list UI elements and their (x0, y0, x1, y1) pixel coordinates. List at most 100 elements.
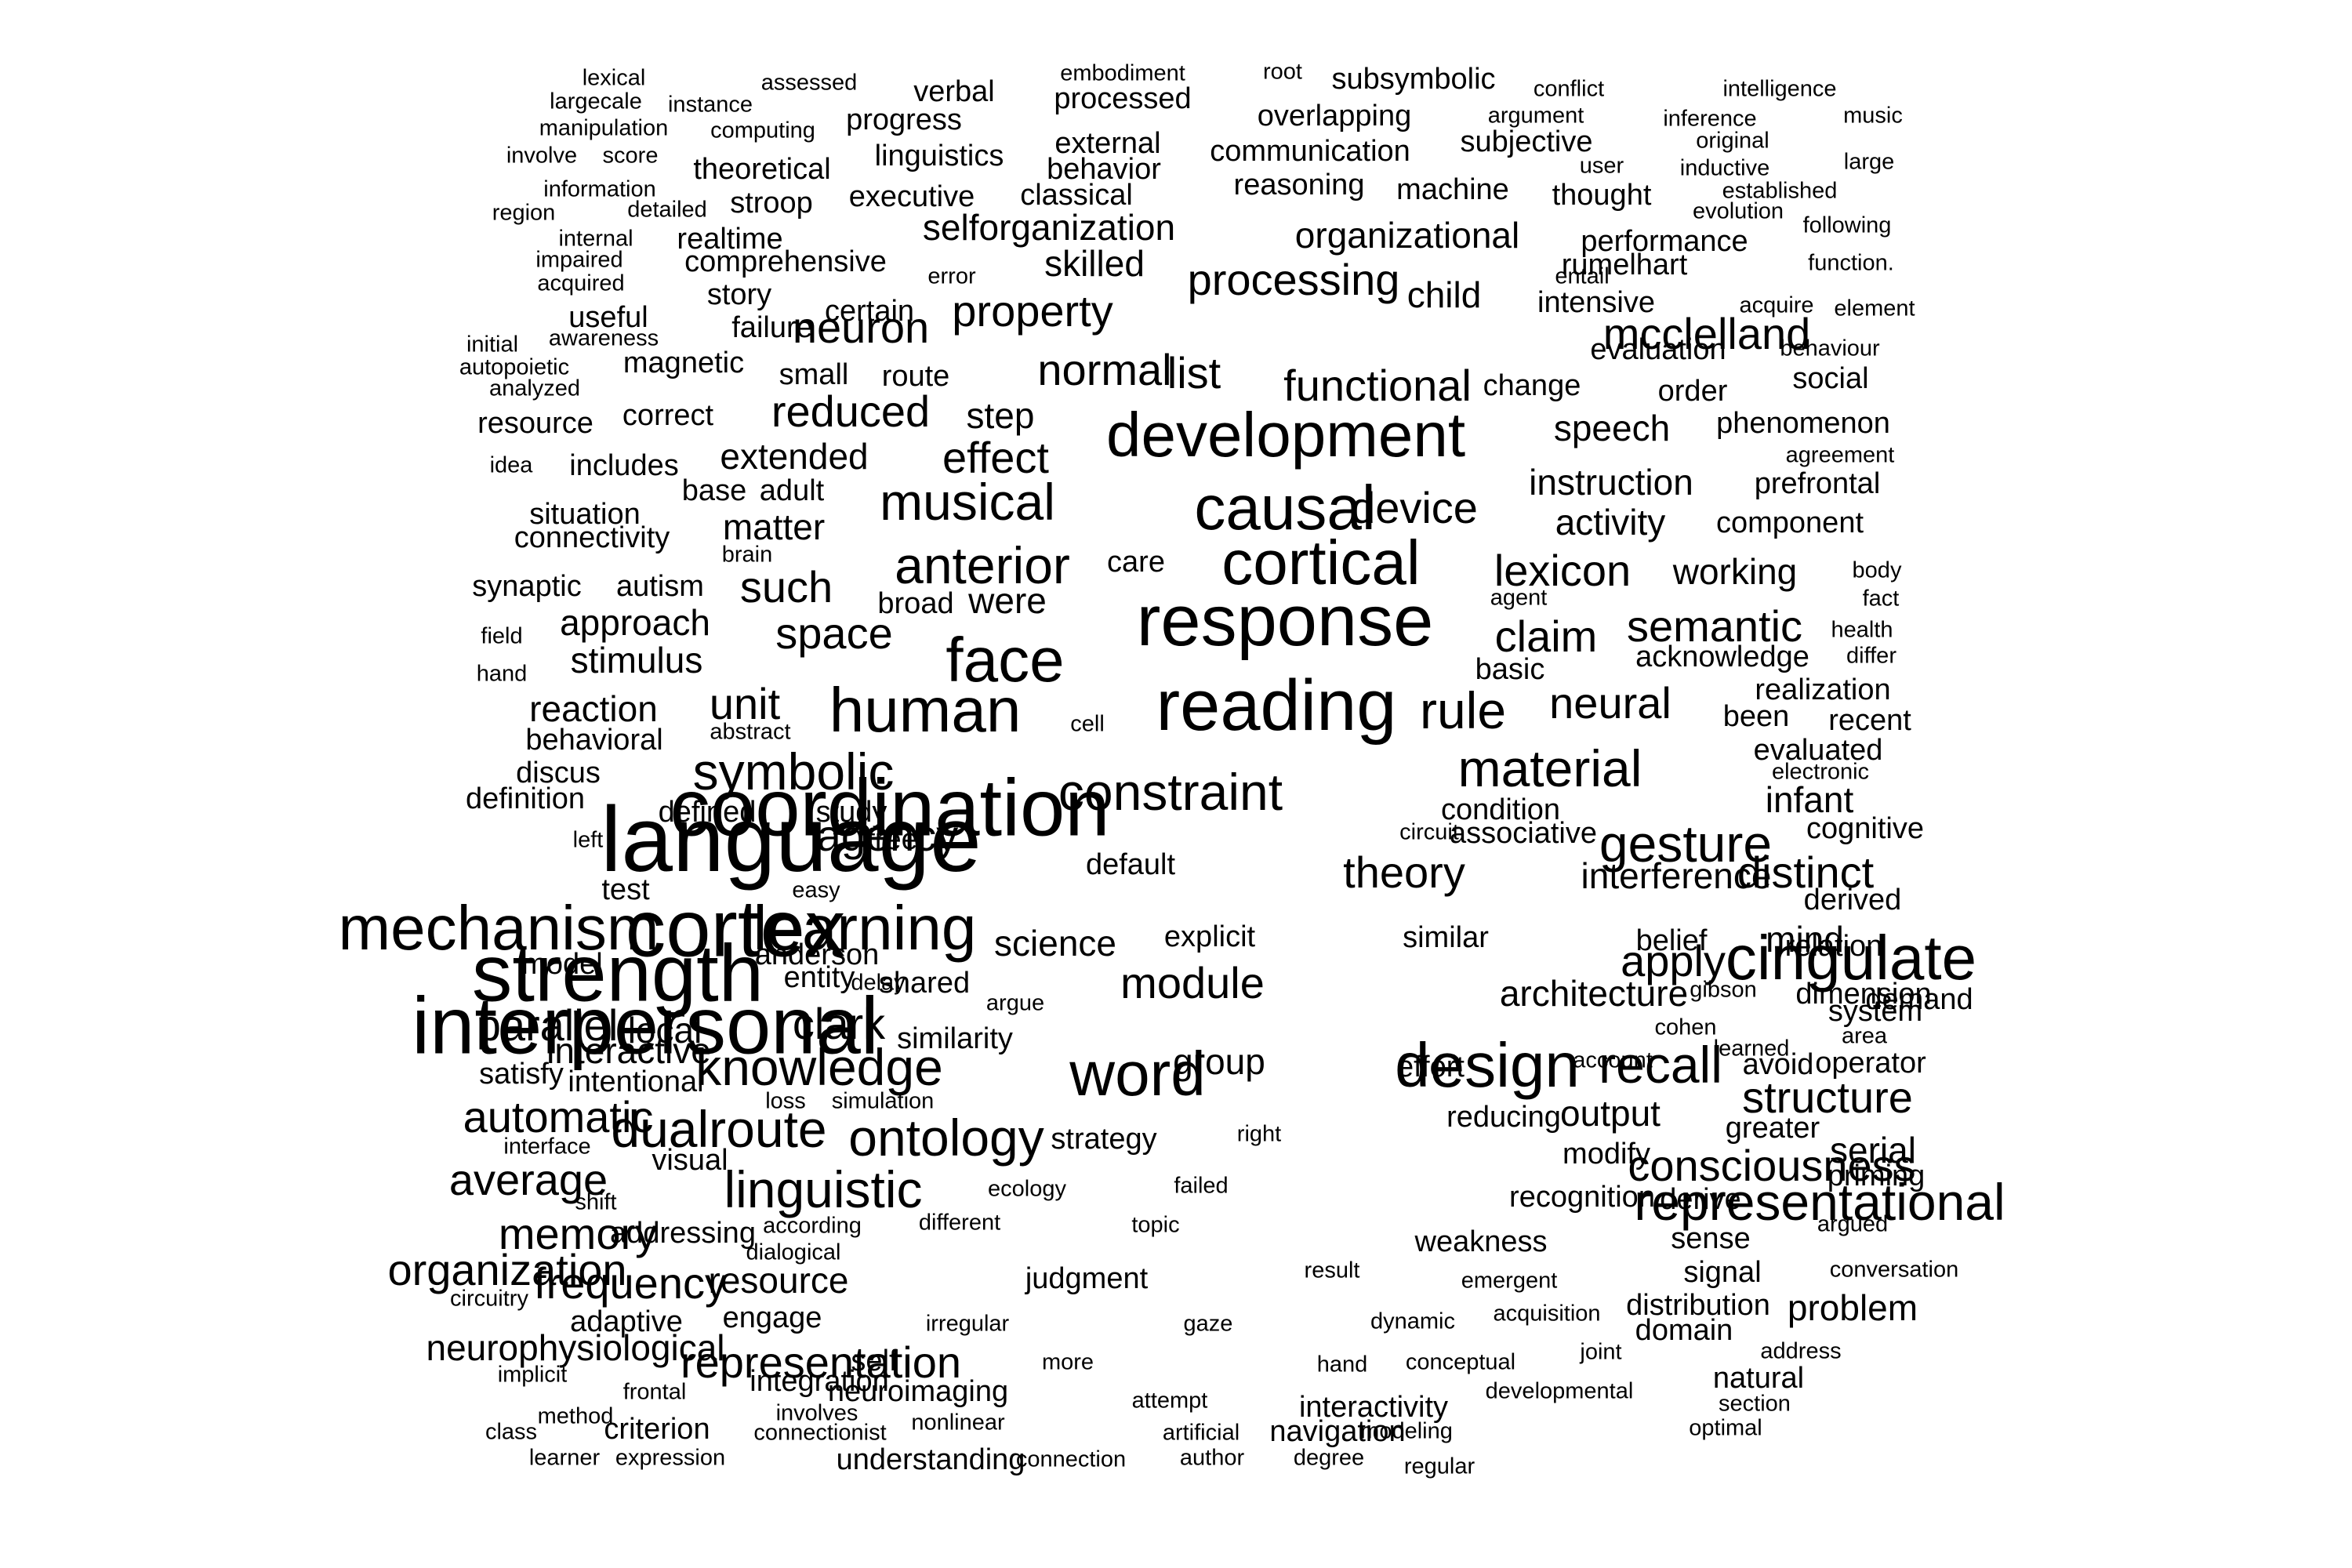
word-shared: shared (878, 967, 971, 1000)
word-section: section (1719, 1391, 1791, 1417)
word-resource: resource (477, 407, 593, 440)
word-condition: condition (1440, 793, 1561, 826)
word-serial: serial (1830, 1130, 1916, 1171)
word-large: large (1843, 149, 1895, 175)
word-health: health (1831, 617, 1893, 643)
word-regular: regular (1403, 1454, 1475, 1479)
word-adaptive: adaptive (570, 1305, 683, 1338)
word-recognition: recognition (1509, 1181, 1655, 1214)
word-intelligence: intelligence (1722, 76, 1837, 102)
word-inference: inference (1663, 106, 1757, 132)
word-social: social (1792, 362, 1869, 395)
word-error: error (927, 263, 976, 289)
word-implicit: implicit (497, 1362, 568, 1388)
word-method: method (537, 1403, 614, 1429)
word-device: device (1351, 483, 1478, 532)
word-dynamic: dynamic (1370, 1308, 1455, 1334)
word-linguistics: linguistics (874, 140, 1004, 172)
word-reducing: reducing (1446, 1101, 1561, 1134)
word-list: list (1167, 348, 1221, 397)
word-awareness: awareness (548, 325, 659, 351)
word-evaluated: evaluated (1753, 734, 1883, 767)
word-original: original (1696, 128, 1769, 154)
word-small: small (779, 358, 849, 391)
word-optimal: optimal (1689, 1415, 1762, 1441)
word-processing: processing (1187, 255, 1400, 304)
word-reasoning: reasoning (1233, 169, 1365, 201)
word-dimension: dimension (1795, 978, 1932, 1011)
word-gesture: gesture (1599, 815, 1773, 873)
word-root: root (1263, 59, 1302, 85)
word-neuron: neuron (792, 303, 930, 352)
word-behavior: behavior (1047, 153, 1161, 186)
word-criterion: criterion (604, 1413, 710, 1446)
word-realization: realization (1755, 673, 1891, 706)
word-output: output (1560, 1093, 1661, 1134)
word-gibson: gibson (1690, 977, 1757, 1003)
word-largecale: largecale (550, 89, 642, 114)
word-cohen: cohen (1654, 1014, 1717, 1040)
word-self: self (851, 1345, 898, 1377)
word-integration: integration (750, 1365, 889, 1398)
word-initial: initial (466, 332, 519, 358)
word-cortical: cortical (1221, 528, 1421, 597)
word-delay: delay (851, 970, 906, 996)
word-progress: progress (846, 103, 962, 136)
word-realtime: realtime (677, 223, 783, 256)
word-lexicon: lexicon (1494, 546, 1632, 595)
word-reduced: reduced (771, 387, 931, 436)
word-correct: correct (622, 399, 714, 432)
word-failure: failure (731, 311, 813, 344)
word-learner: learner (528, 1445, 601, 1471)
word-abstract: abstract (710, 719, 791, 745)
word-effect: effect (942, 433, 1049, 482)
word-computing: computing (710, 118, 815, 143)
word-sense: sense (1671, 1222, 1751, 1255)
word-failed: failed (1174, 1173, 1229, 1199)
word-reaction: reaction (529, 688, 658, 729)
word-stimulus: stimulus (570, 640, 703, 681)
word-ontology: ontology (848, 1109, 1044, 1167)
word-resource: resource (708, 1260, 849, 1301)
word-classical: classical (1020, 179, 1133, 212)
word-manipulation: manipulation (539, 115, 669, 141)
word-study: study (815, 796, 887, 829)
word-gaze: gaze (1183, 1311, 1233, 1337)
word-different: different (918, 1210, 1001, 1236)
word-body: body (1852, 557, 1902, 583)
word-matter: matter (722, 506, 826, 547)
word-electronic: electronic (1771, 759, 1870, 785)
word-agency: agency (816, 811, 959, 860)
word-selforganization: selforganization (922, 207, 1176, 248)
word-symbolic: symbolic (692, 742, 895, 800)
word-conceptual: conceptual (1405, 1349, 1516, 1375)
word-derived: derived (1803, 884, 1902, 916)
word-human: human (829, 675, 1022, 745)
word-theory: theory (1343, 848, 1465, 897)
word-science: science (994, 923, 1116, 964)
word-entity: entity (783, 961, 855, 994)
word-rumelhart: rumelhart (1561, 249, 1688, 281)
word-fact: fact (1862, 586, 1900, 612)
word-magnetic: magnetic (622, 347, 745, 379)
word-circuitry: circuitry (450, 1286, 528, 1312)
word-function: function. (1808, 250, 1894, 276)
word-order: order (1657, 375, 1728, 408)
word-processed: processed (1054, 82, 1192, 115)
word-interface: interface (503, 1134, 591, 1160)
word-cingulate: cingulate (1725, 923, 1977, 993)
word-modeling: modeling (1360, 1418, 1453, 1444)
word-prefrontal: prefrontal (1754, 467, 1881, 500)
word-architecture: architecture (1499, 973, 1689, 1014)
word-external: external (1054, 127, 1161, 160)
word-involve: involve (506, 143, 578, 169)
word-element: element (1834, 296, 1915, 321)
word-acknowledge: acknowledge (1635, 641, 1809, 673)
word-connectionist: connectionist (753, 1420, 887, 1446)
word-system: system (1828, 995, 1923, 1028)
word-apply: apply (1621, 936, 1726, 985)
word-normal: normal (1037, 345, 1172, 394)
word-phenomenon: phenomenon (1716, 407, 1890, 440)
word-engage: engage (722, 1301, 822, 1334)
word-natural: natural (1712, 1362, 1805, 1395)
